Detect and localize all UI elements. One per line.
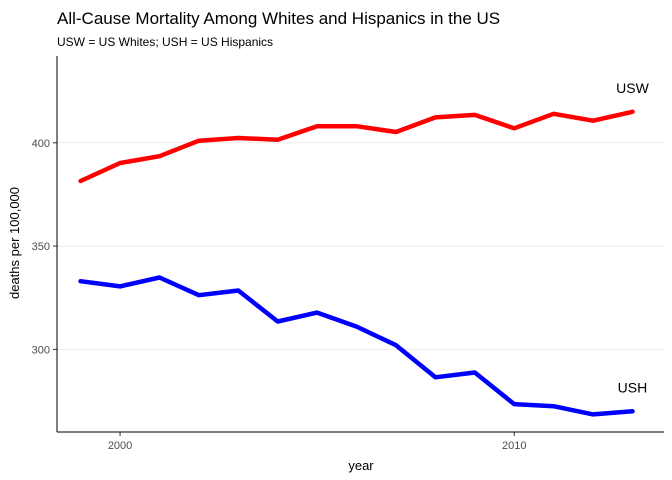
series-lines [78, 109, 635, 417]
x-tick-label: 2000 [108, 440, 132, 452]
axes: 300 350 400 2000 2010 [32, 56, 664, 452]
chart-subtitle: USW = US Whites; USH = US Hispanics [57, 35, 273, 49]
x-tick-label: 2010 [502, 440, 526, 452]
y-tick-label: 400 [32, 138, 50, 150]
chart-title: All-Cause Mortality Among Whites and His… [57, 9, 500, 28]
x-axis-title: year [348, 458, 374, 473]
series-labels: USW USH [616, 80, 649, 396]
series-label-ush: USH [618, 379, 648, 395]
y-tick-label: 350 [32, 241, 50, 253]
series-line-ush [78, 275, 635, 417]
grid [57, 142, 664, 350]
y-axis-title: deaths per 100,000 [7, 187, 22, 299]
series-label-usw: USW [616, 80, 649, 96]
y-tick-label: 300 [32, 344, 50, 356]
series-line-usw [78, 109, 635, 184]
